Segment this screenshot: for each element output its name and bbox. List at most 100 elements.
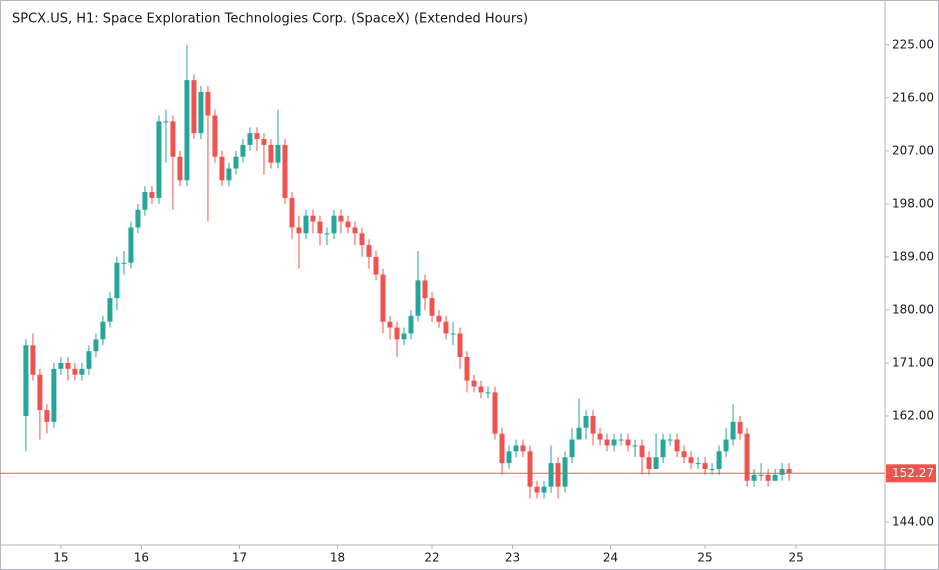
candle-body (590, 415, 596, 434)
candle-body (198, 91, 204, 134)
candle-body (135, 209, 141, 228)
candle-body (772, 474, 778, 481)
last-price-label: 152.27 (892, 466, 934, 480)
candle-body (674, 439, 680, 452)
candle-body (625, 439, 631, 446)
candle-body (744, 433, 750, 481)
candle-body (219, 156, 225, 181)
candle-body (702, 463, 708, 469)
candle-body (163, 121, 169, 123)
candle-body (436, 315, 442, 322)
x-tick-label: 15 (53, 551, 68, 565)
candle-body (541, 486, 547, 493)
candle-body (254, 133, 260, 140)
candle-body (226, 168, 232, 181)
candle-body (534, 486, 540, 493)
candle-body (555, 463, 561, 487)
candle-body (366, 245, 372, 257)
candle-body (443, 321, 449, 334)
candle-body (310, 215, 316, 222)
candle-body (170, 121, 176, 157)
candle-body (562, 457, 568, 487)
candle-body (177, 156, 183, 181)
candle-body (709, 468, 715, 470)
chart-title: SPCX.US, H1: Space Exploration Technolog… (12, 12, 528, 27)
x-tick-label: 17 (232, 551, 247, 565)
candle-body (121, 262, 127, 264)
candle-body (401, 333, 407, 340)
candle-body (786, 468, 792, 474)
candle-body (30, 345, 36, 375)
candle-body (331, 215, 337, 234)
candle-body (492, 392, 498, 434)
candle-body (338, 215, 344, 222)
candle-body (513, 445, 519, 452)
candle-body (142, 192, 148, 210)
candle-body (569, 439, 575, 458)
candle-body (723, 439, 729, 452)
candle-body (478, 386, 484, 393)
candle-body (233, 156, 239, 169)
candle-body (107, 298, 113, 322)
candle-body (72, 368, 78, 375)
candle-body (597, 433, 603, 440)
y-tick-label: 162.00 (892, 408, 934, 422)
candle-body (58, 362, 64, 369)
x-tick-label: 16 (134, 551, 149, 565)
y-tick-label: 198.00 (892, 196, 934, 210)
candle-body (576, 427, 582, 440)
candle-body (345, 221, 351, 228)
candle-body (737, 421, 743, 434)
candle-body (457, 333, 463, 358)
candle-body (128, 227, 134, 263)
candle-body (604, 439, 610, 446)
candle-body (695, 463, 701, 465)
last-price-box (886, 464, 936, 483)
candle-body (184, 80, 190, 181)
candle-body (660, 439, 666, 458)
candle-body (303, 215, 309, 234)
candle-body (149, 192, 155, 198)
candle-body (681, 451, 687, 458)
candle-body (37, 374, 43, 411)
candle-body (765, 474, 771, 481)
y-tick-label: 180.00 (892, 302, 934, 316)
x-tick-label: 24 (603, 551, 618, 565)
candle-body (79, 368, 85, 375)
candle-body (751, 474, 757, 481)
y-tick-label: 144.00 (892, 515, 934, 529)
candle-body (296, 227, 302, 234)
candle-body (618, 439, 624, 441)
candle-body (485, 392, 491, 394)
candle-body (100, 321, 106, 340)
candle-body (93, 339, 99, 352)
candle-body (373, 256, 379, 275)
candle-body (415, 280, 421, 316)
x-tick-label: 22 (424, 551, 439, 565)
candle-body (653, 457, 659, 469)
candle-body (429, 298, 435, 316)
candle-body (450, 333, 456, 335)
candle-body (282, 144, 288, 198)
candle-body (667, 439, 673, 441)
candle-body (583, 415, 589, 428)
candle-body (317, 221, 323, 234)
y-tick-label: 216.00 (892, 90, 934, 104)
candle-body (464, 357, 470, 381)
candle-body (275, 144, 281, 163)
candle-body (191, 80, 197, 134)
candle-body (261, 139, 267, 145)
candle-body (23, 345, 29, 416)
candle-body (51, 368, 57, 422)
y-tick-label: 171.00 (892, 355, 934, 369)
candle-body (114, 262, 120, 299)
candle-body (688, 457, 694, 464)
candle-body (324, 233, 330, 235)
candle-body (212, 115, 218, 157)
candle-body (716, 451, 722, 469)
x-tick-label: 25 (788, 551, 803, 565)
candle-body (65, 362, 71, 369)
candle-body (506, 451, 512, 464)
candle-body (548, 463, 554, 487)
